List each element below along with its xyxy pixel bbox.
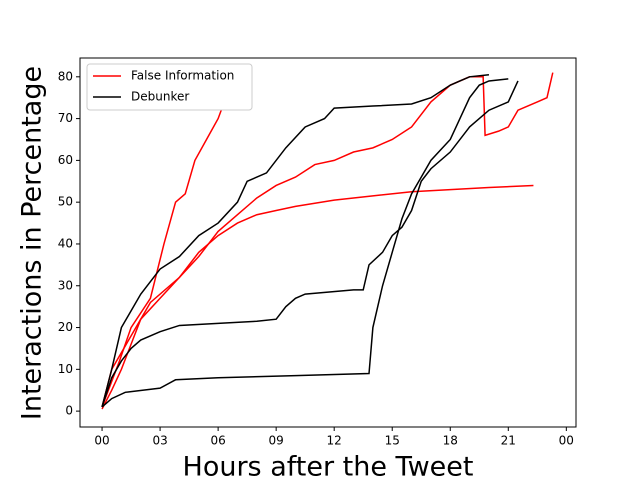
x-tick-label: 21 — [501, 434, 516, 448]
legend-label: False Information — [131, 69, 234, 83]
x-axis-label: Hours after the Tweet — [183, 452, 474, 480]
x-tick-label: 12 — [327, 434, 342, 448]
legend-box — [86, 63, 253, 111]
y-axis-label: Interactions in Percentage — [17, 66, 48, 420]
x-tick-label: 09 — [269, 434, 284, 448]
y-tick-label: 80 — [58, 69, 73, 83]
data-line — [101, 78, 509, 408]
x-tick-label: 03 — [152, 434, 167, 448]
x-tick-label: 15 — [385, 434, 400, 448]
x-tick-label: 18 — [443, 434, 458, 448]
data-line — [101, 80, 519, 408]
data-line — [101, 73, 490, 408]
x-tick-label: 06 — [210, 434, 225, 448]
data-line — [101, 76, 239, 408]
data-line — [101, 72, 554, 410]
y-tick-label: 70 — [58, 111, 73, 125]
y-tick-label: 0 — [65, 404, 73, 418]
x-tick-label: 00 — [94, 434, 109, 448]
data-line — [101, 184, 534, 408]
y-tick-label: 60 — [58, 153, 73, 167]
plot-frame — [79, 57, 577, 428]
y-tick-label: 10 — [58, 362, 73, 376]
x-tick-label: 00 — [559, 434, 574, 448]
y-tick-label: 20 — [58, 320, 73, 334]
y-tick-label: 40 — [58, 236, 73, 250]
y-tick-label: 30 — [58, 278, 73, 292]
y-tick-label: 50 — [58, 195, 73, 209]
legend-label: Debunker — [131, 90, 189, 104]
